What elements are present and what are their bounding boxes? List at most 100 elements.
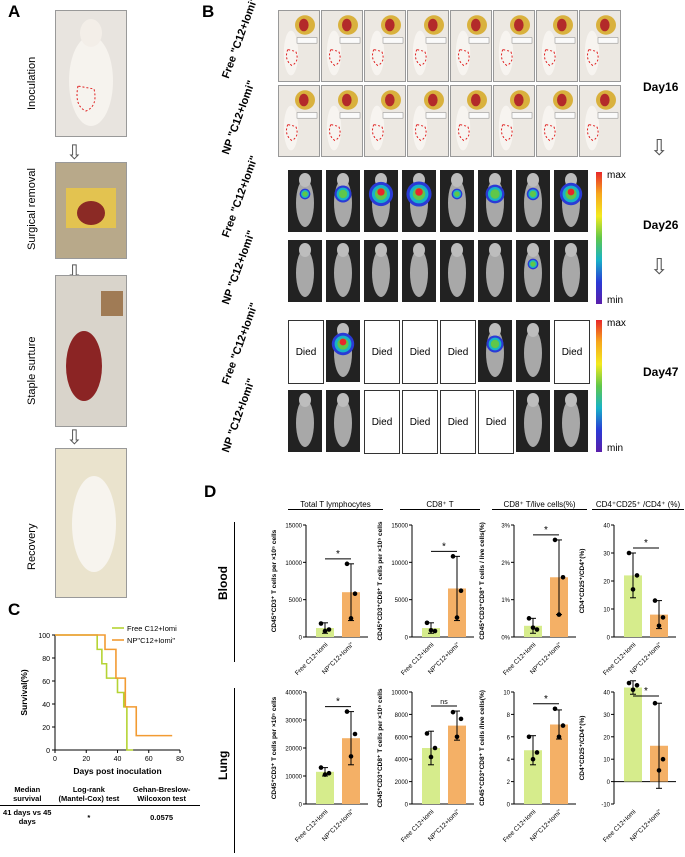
data-point (458, 716, 464, 722)
tissue-photo (579, 85, 621, 157)
down-arrow-icon: ⇩ (66, 142, 83, 164)
data-point (660, 756, 666, 762)
bar (448, 725, 466, 804)
y-tick-label: 3% (501, 524, 510, 530)
down-arrow-icon: ⇩ (650, 135, 669, 160)
panel-a: Inoculation ⇩ Surgical removal ⇩ Staple … (0, 0, 200, 600)
data-point (634, 682, 640, 688)
survival-chart: 0 20 40 60 80 100 0 20 40 60 80 Days post inoculati… (19, 624, 184, 776)
data-point (526, 616, 532, 621)
step-recovery: Recovery (26, 523, 38, 570)
data-point (660, 615, 666, 620)
td-median: 41 days vs 45 days (3, 808, 52, 826)
bioluminescence-image (478, 170, 512, 232)
significance-label: * (336, 549, 340, 560)
day47-label: Day47 (643, 365, 679, 379)
data-point (556, 612, 562, 617)
bar (550, 724, 568, 804)
data-point (428, 754, 434, 760)
y-tick-label: 5000 (289, 598, 303, 604)
bar (316, 771, 334, 804)
y-axis-label: CD45⁺CD3⁺ T cells per ×10⁵ cells (271, 696, 278, 799)
tissue-photo (321, 85, 363, 157)
data-point (530, 625, 536, 630)
data-point (318, 621, 324, 626)
col-title-cd8: CD8⁺ T (400, 500, 480, 510)
data-point (556, 734, 562, 740)
data-point (318, 765, 324, 770)
bar (422, 748, 440, 804)
bioluminescence-image (516, 240, 550, 302)
y-axis-label: CD45⁺CD3⁺CD8⁺ T cells /live cells(%) (479, 690, 486, 806)
data-point (534, 627, 540, 632)
bioluminescence-image (440, 170, 474, 232)
bioluminescence-image (326, 240, 360, 302)
y-tick-label: 10000 (391, 691, 408, 697)
y-tick-label: 10 (503, 691, 510, 697)
bar (624, 687, 642, 782)
y-tick-label: 0 (405, 803, 409, 809)
tissue-photo (579, 10, 621, 82)
x-tick-label: 80 (176, 756, 184, 763)
group-label-free-day26: Free "C12+Iomi" (220, 154, 261, 240)
y-tick-label: 0% (501, 636, 510, 642)
data-point (348, 754, 354, 759)
bioluminescence-image (326, 320, 360, 382)
data-point (534, 750, 540, 755)
y-axis-label: CD4⁺CD25⁺/CD4⁺(%) (579, 716, 586, 781)
inoculation-photo (55, 10, 127, 137)
group-label-np-day47: NP "C12+Iomi" (220, 376, 258, 455)
panel-label-d: D (204, 482, 217, 501)
survival-curve (55, 634, 173, 737)
bioluminescence-image (288, 240, 322, 302)
tissue-photo (364, 10, 406, 82)
tissue-photo (364, 85, 406, 157)
bioluminescence-image (364, 240, 398, 302)
data-point (450, 709, 456, 715)
td-logrank: * (87, 812, 91, 822)
bioluminescence-image (478, 320, 512, 382)
day16-label: Day16 (643, 80, 679, 94)
data-point (630, 687, 636, 693)
died-box: Died (440, 320, 476, 384)
y-tick-label: 4000 (395, 758, 409, 764)
y-axis-label: CD45⁺CD3⁺CD8⁺ T cells per ×10⁵ cells (377, 521, 384, 640)
y-tick-label: 2% (501, 561, 510, 567)
step-inoculation: Inoculation (26, 56, 38, 110)
bioluminescence-image (516, 390, 550, 452)
bioluminescence-image (516, 320, 550, 382)
tissue-photo (321, 10, 363, 82)
data-point (424, 620, 430, 626)
y-tick-label: 0 (46, 748, 50, 755)
died-box: Died (554, 320, 590, 384)
significance-label: * (644, 686, 648, 697)
y-tick-label: 20 (42, 725, 50, 732)
x-tick-label: 0 (53, 756, 57, 763)
bioluminescence-image (554, 390, 588, 452)
bioluminescence-image (402, 240, 436, 302)
y-tick-label: 30000 (285, 719, 302, 725)
y-tick-label: 0 (507, 803, 511, 809)
died-box: Died (288, 320, 324, 384)
y-tick-label: 60 (42, 679, 50, 686)
data-point (626, 550, 632, 556)
row-bracket-blood (234, 522, 235, 662)
bioluminescence-image (326, 390, 360, 452)
y-tick-label: 2000 (395, 780, 409, 786)
data-point (652, 598, 658, 603)
data-point (326, 770, 332, 776)
mouse-illustration (69, 19, 113, 126)
significance-label: * (544, 694, 548, 705)
down-arrow-icon: ⇩ (650, 254, 669, 279)
panel-b: Free "C12+Iomi" NP "C12+Iomi" (200, 0, 685, 480)
staple-suture-photo (55, 275, 127, 427)
bar (524, 750, 542, 804)
recovery-photo (55, 448, 127, 598)
data-point (348, 616, 354, 621)
bioluminescence-image (402, 170, 436, 232)
y-axis-label: Survival(%) (19, 669, 29, 715)
tissue-photo (278, 10, 320, 82)
data-point (344, 709, 350, 714)
data-point (626, 680, 632, 686)
